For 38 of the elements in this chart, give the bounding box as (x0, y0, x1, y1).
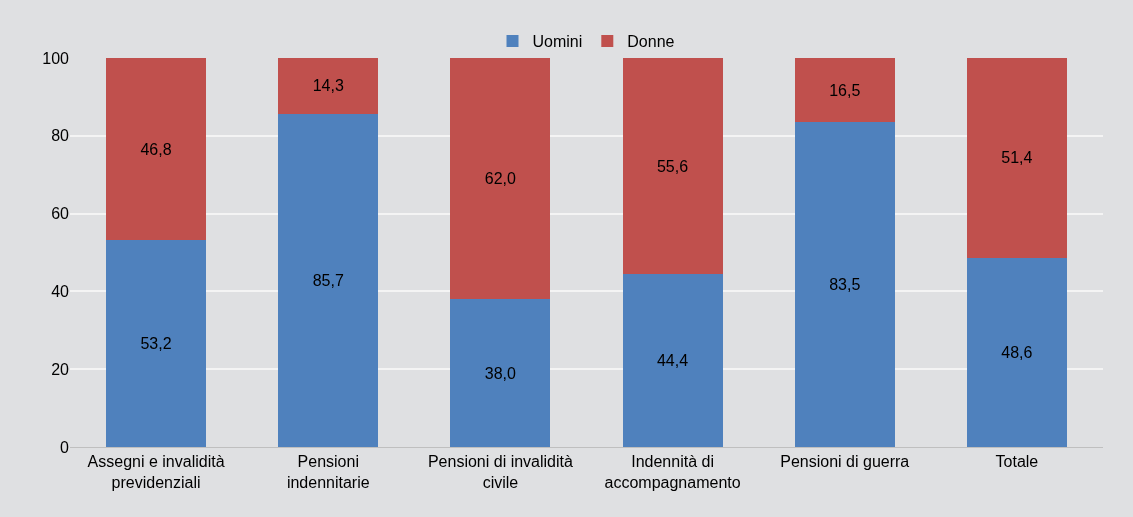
x-tick-label: Totale (995, 453, 1039, 471)
y-tick-label: 60 (51, 205, 70, 223)
data-label: 85,7 (312, 271, 344, 289)
bar (106, 240, 207, 447)
bar (278, 113, 379, 447)
bar (622, 58, 723, 275)
x-tick-label: Pensioni indennitarie (286, 453, 370, 491)
x-tick-label: Pensioni di invalidità civile (427, 453, 574, 491)
data-label: 44,4 (656, 352, 689, 370)
bar (278, 58, 379, 114)
data-label: 16,5 (829, 81, 861, 99)
bar (794, 58, 895, 123)
data-label: 51,4 (1001, 149, 1033, 167)
y-tick-label: 80 (51, 127, 70, 145)
data-label: 62,0 (484, 170, 517, 188)
data-label: 38,0 (484, 364, 517, 382)
data-label: 83,5 (829, 276, 861, 294)
bar (966, 257, 1067, 447)
y-tick-label: 40 (51, 283, 70, 300)
data-label: 53,2 (140, 335, 172, 353)
bar (450, 58, 551, 300)
bar (966, 58, 1067, 258)
data-label: 48,6 (1001, 343, 1033, 361)
data-label: 55,6 (656, 157, 689, 175)
bar (106, 58, 207, 241)
legend-label: Uomini (532, 33, 583, 51)
x-tick-label: Assegni e invalidità previdenziali (87, 453, 225, 491)
x-tick-label: Pensioni di guerra (780, 453, 910, 471)
bar (622, 274, 723, 447)
x-tick-label: Indennità di accompagnamento (604, 453, 741, 491)
y-tick-label: 100 (42, 49, 70, 67)
y-tick-label: 20 (51, 360, 70, 378)
bar (450, 299, 551, 447)
data-label: 46,8 (140, 140, 172, 158)
y-tick-label: 0 (60, 438, 70, 456)
data-label: 14,3 (312, 77, 344, 95)
bar (794, 122, 895, 447)
legend-label: Donne (627, 33, 675, 51)
